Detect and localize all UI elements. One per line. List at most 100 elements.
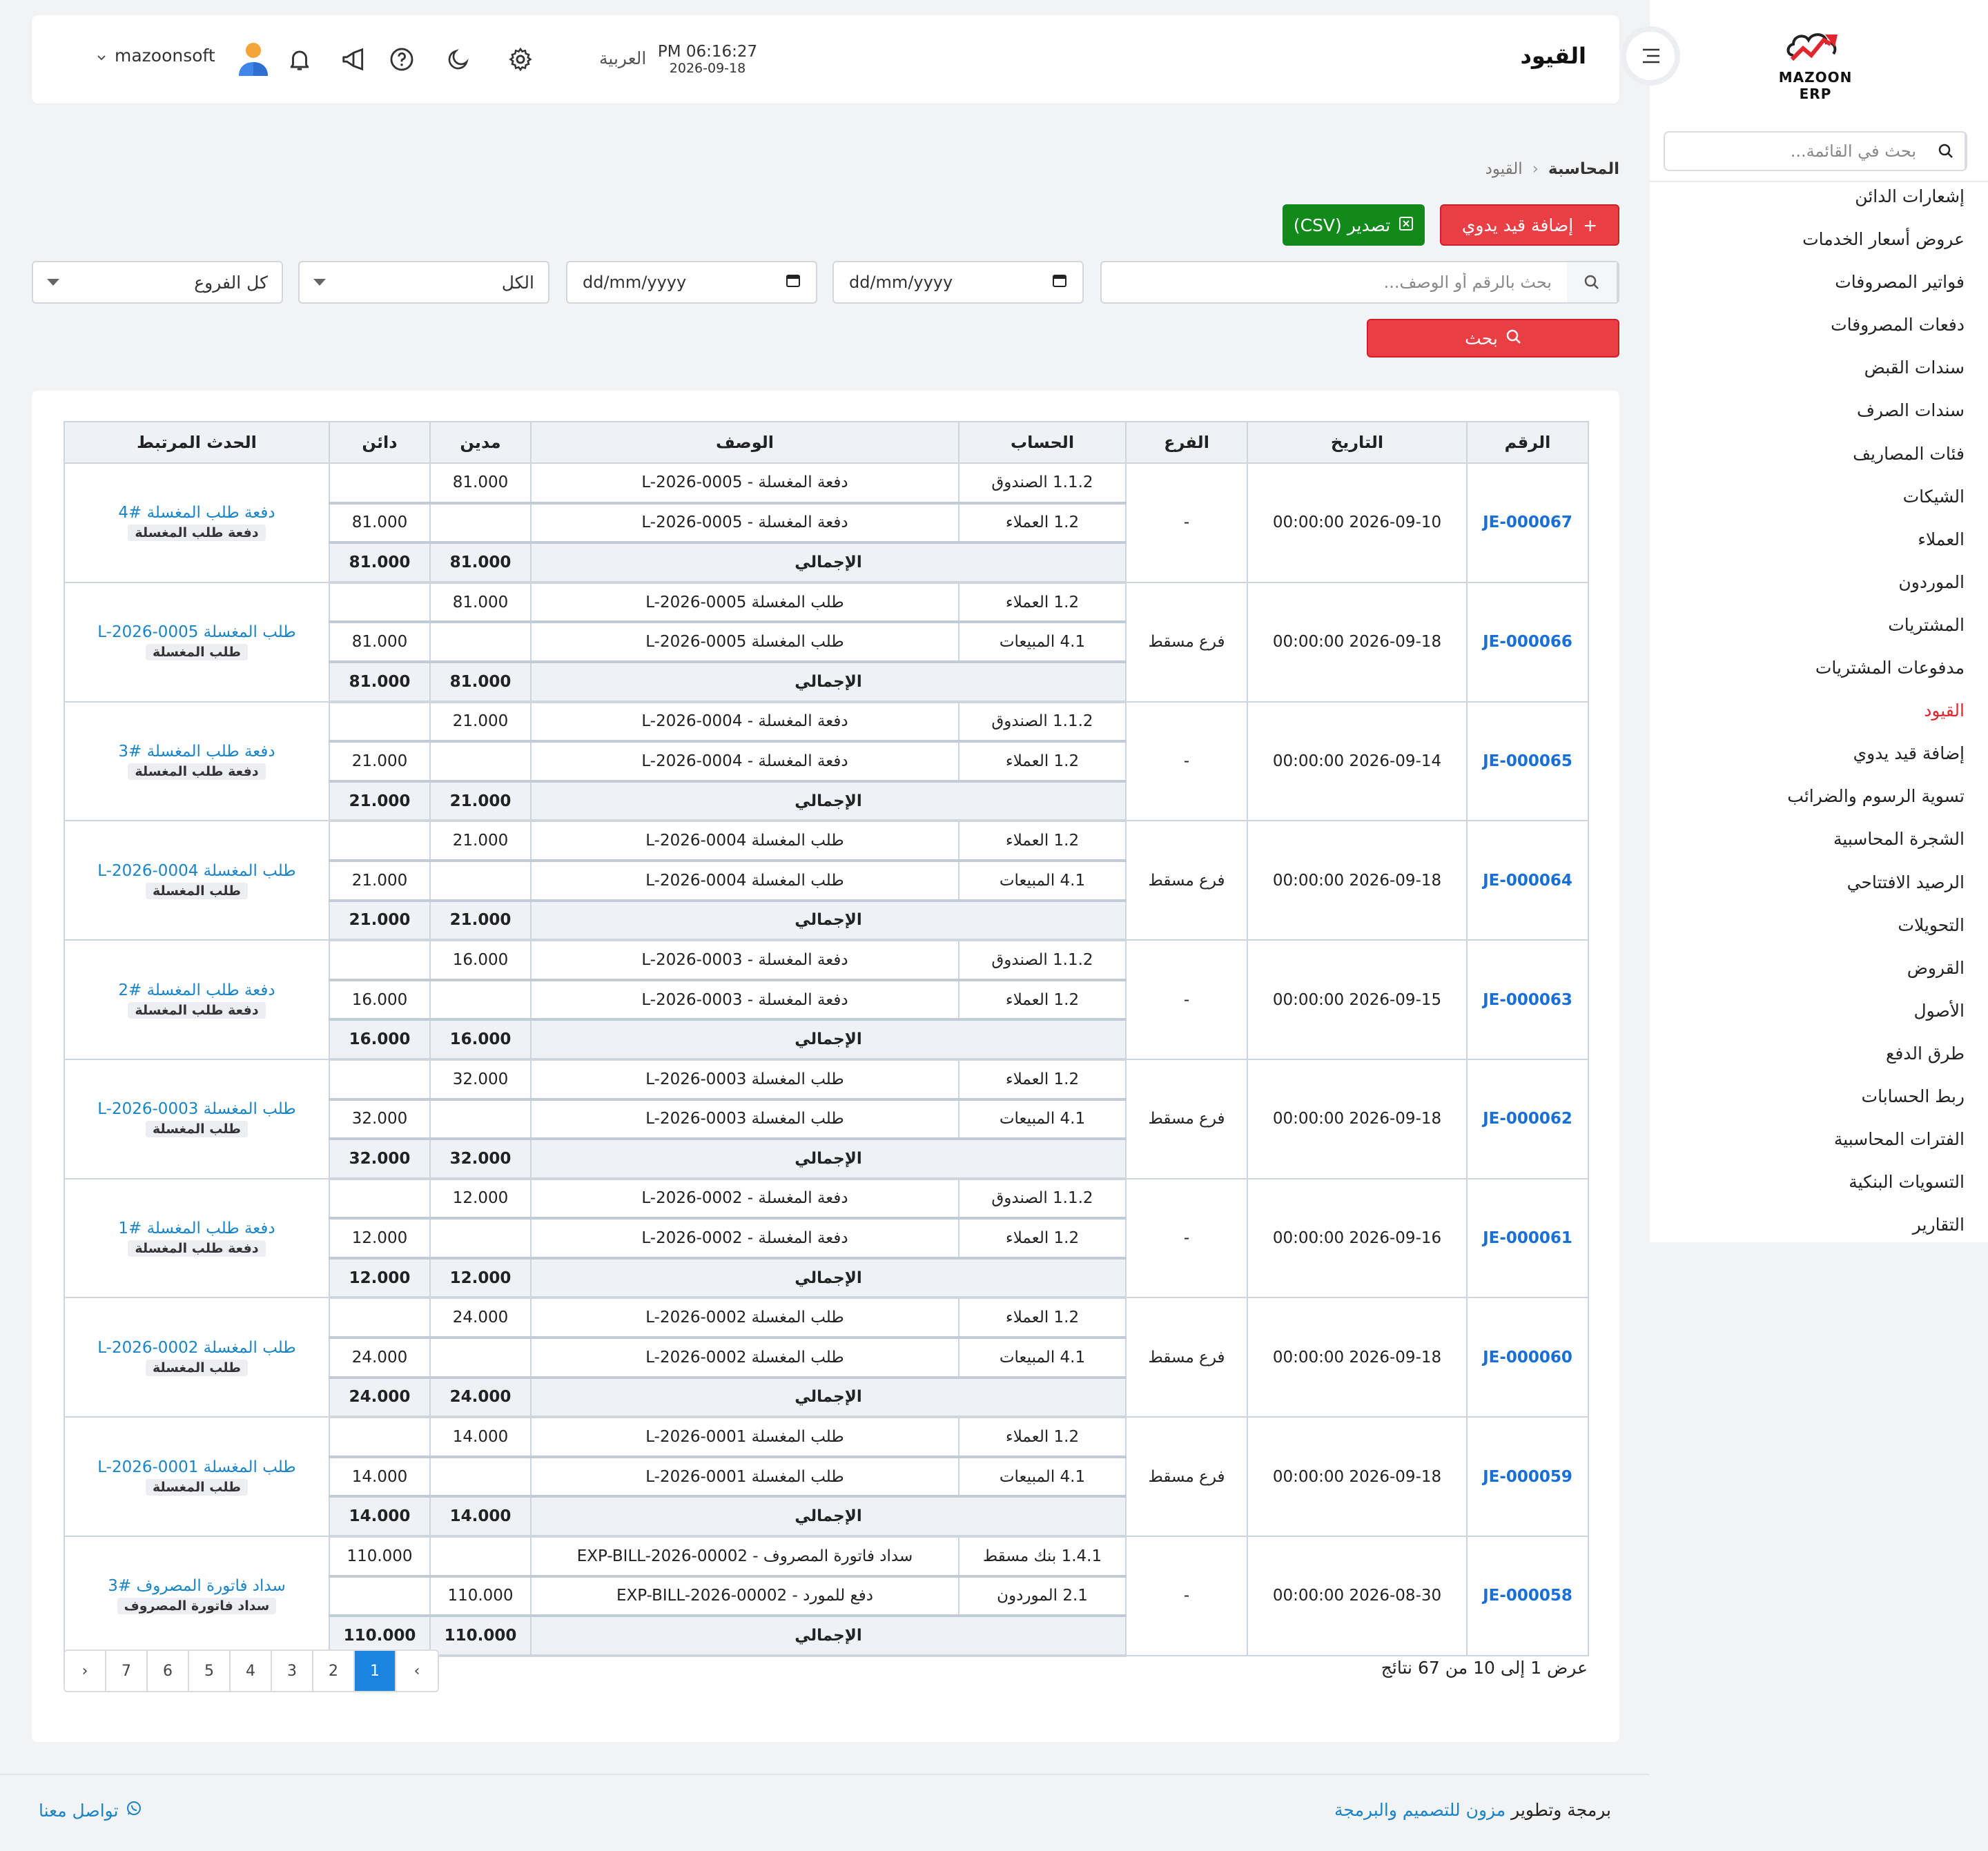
search-icon[interactable] bbox=[1567, 262, 1618, 302]
calendar-icon[interactable] bbox=[786, 273, 801, 292]
sidebar-item[interactable]: المشتريات bbox=[1888, 614, 1965, 635]
pagination-next-button[interactable]: › bbox=[65, 1651, 106, 1691]
entry-number-link[interactable]: JE-000064 bbox=[1466, 820, 1589, 941]
help-icon[interactable] bbox=[387, 44, 417, 75]
search-button[interactable]: بحث bbox=[1367, 319, 1619, 358]
add-manual-entry-button[interactable]: + إضافة قيد يدوي bbox=[1440, 204, 1619, 246]
related-event-badge: دفعة طلب المغسلة bbox=[128, 525, 266, 542]
entry-number-link[interactable]: JE-000065 bbox=[1466, 701, 1589, 822]
sidebar-item[interactable]: إشعارات الدائن bbox=[1855, 186, 1965, 206]
pagination-page-button[interactable]: 4 bbox=[231, 1651, 272, 1691]
sidebar-item[interactable]: سندات القبض bbox=[1864, 358, 1965, 378]
related-event: دفعة طلب المغسلة #1 دفعة طلب المغسلة bbox=[64, 1177, 330, 1299]
related-event-link[interactable]: طلب المغسلة L-2026-0003 bbox=[97, 1100, 296, 1119]
entry-date: 2026-09-14 00:00:00 bbox=[1247, 701, 1468, 822]
sidebar-item[interactable]: الموردون bbox=[1898, 571, 1965, 592]
sidebar-item[interactable]: الشجرة المحاسبية bbox=[1833, 829, 1965, 850]
date-from-field[interactable]: dd/mm/yyyy bbox=[832, 261, 1084, 304]
contact-us-link[interactable]: تواصل معنا bbox=[39, 1800, 142, 1821]
sidebar-toggle-button[interactable] bbox=[1621, 26, 1680, 86]
app-logo[interactable]: MAZOON ERP bbox=[1767, 28, 1864, 102]
sidebar-item[interactable]: الأصول bbox=[1913, 1000, 1965, 1021]
entry-number-link[interactable]: JE-000058 bbox=[1466, 1536, 1589, 1656]
pagination-page-button[interactable]: 7 bbox=[106, 1651, 148, 1691]
table-row: JE-000067 2026-09-10 00:00:00-1.1.2 الصند… bbox=[64, 462, 1589, 583]
entry-number-link[interactable]: JE-000062 bbox=[1466, 1058, 1589, 1179]
settings-gear-icon[interactable] bbox=[505, 44, 536, 75]
sidebar-item[interactable]: فواتير المصروفات bbox=[1835, 272, 1965, 293]
user-avatar[interactable] bbox=[236, 40, 271, 77]
calendar-icon[interactable] bbox=[1052, 273, 1067, 292]
sidebar-search[interactable] bbox=[1664, 131, 1967, 171]
sidebar-item[interactable]: التحويلات bbox=[1898, 914, 1965, 935]
entry-number-link[interactable]: JE-000060 bbox=[1466, 1297, 1589, 1418]
sidebar-item[interactable]: فئات المصاريف bbox=[1853, 443, 1965, 464]
pagination-page-button[interactable]: 3 bbox=[272, 1651, 313, 1691]
entries-search-input[interactable] bbox=[1102, 262, 1567, 302]
entry-total-row: الإجمالي 21.000 21.000 bbox=[64, 780, 1588, 823]
pagination-page-button[interactable]: 6 bbox=[148, 1651, 189, 1691]
sidebar-item[interactable]: التسويات البنكية bbox=[1849, 1172, 1965, 1193]
line-credit: 81.000 bbox=[329, 621, 431, 663]
pagination-page-button[interactable]: 2 bbox=[313, 1651, 355, 1691]
line-description: دفعة المغسلة - L-2026-0005 bbox=[530, 502, 959, 545]
branch-select[interactable]: كل الفروع bbox=[32, 261, 283, 304]
entry-branch: فرع مسقط bbox=[1125, 1058, 1248, 1179]
footer-brand-link[interactable]: مزون للتصميم والبرمجة bbox=[1334, 1800, 1506, 1820]
sidebar-item[interactable]: الرصيد الافتتاحي bbox=[1846, 872, 1965, 892]
sidebar-item[interactable]: تسوية الرسوم والضرائب bbox=[1787, 786, 1965, 807]
sidebar-item[interactable]: ربط الحسابات bbox=[1861, 1086, 1965, 1106]
sidebar-search-input[interactable] bbox=[1665, 133, 1927, 170]
announcement-megaphone-icon[interactable] bbox=[338, 44, 369, 75]
sidebar-item[interactable]: الشيكات bbox=[1902, 486, 1965, 507]
related-event-link[interactable]: دفعة طلب المغسلة #3 bbox=[118, 742, 275, 761]
type-select[interactable]: الكل bbox=[298, 261, 549, 304]
sidebar-item[interactable]: دفعات المصروفات bbox=[1831, 315, 1965, 335]
related-event-link[interactable]: دفعة طلب المغسلة #1 bbox=[118, 1220, 275, 1238]
related-event: دفعة طلب المغسلة #2 دفعة طلب المغسلة bbox=[64, 939, 330, 1060]
entry-number-link[interactable]: JE-000061 bbox=[1466, 1177, 1589, 1299]
entry-number-link[interactable]: JE-000063 bbox=[1466, 939, 1589, 1060]
entry-number-link[interactable]: JE-000059 bbox=[1466, 1416, 1589, 1538]
line-description: طلب المغسلة L-2026-0005 bbox=[530, 621, 959, 663]
entries-search[interactable] bbox=[1100, 261, 1619, 304]
sidebar-item[interactable]: القيود bbox=[1924, 701, 1965, 721]
line-debit bbox=[429, 1456, 532, 1498]
language-switch[interactable]: العربية bbox=[599, 48, 647, 68]
breadcrumb-parent[interactable]: المحاسبة bbox=[1548, 160, 1619, 178]
line-credit: 21.000 bbox=[329, 859, 431, 902]
pagination-prev-button[interactable]: ‹ bbox=[396, 1651, 438, 1691]
related-event-link[interactable]: طلب المغسلة L-2026-0001 bbox=[97, 1458, 296, 1476]
notifications-bell-icon[interactable] bbox=[284, 44, 315, 75]
line-debit: 14.000 bbox=[429, 1416, 532, 1458]
sidebar-item[interactable]: الفترات المحاسبية bbox=[1833, 1129, 1965, 1150]
related-event-link[interactable]: دفعة طلب المغسلة #2 bbox=[118, 981, 275, 999]
entry-number-link[interactable]: JE-000067 bbox=[1466, 462, 1589, 583]
related-event-link[interactable]: طلب المغسلة L-2026-0002 bbox=[97, 1338, 296, 1357]
line-description: طلب المغسلة L-2026-0003 bbox=[530, 1098, 959, 1141]
entry-date: 2026-09-18 00:00:00 bbox=[1247, 1297, 1468, 1418]
pagination-page-button[interactable]: 5 bbox=[189, 1651, 231, 1691]
sidebar-item[interactable]: عروض أسعار الخدمات bbox=[1802, 229, 1965, 250]
pagination-page-button[interactable]: 1 bbox=[355, 1651, 396, 1691]
sidebar-item[interactable]: القروض bbox=[1907, 957, 1965, 978]
entry-number-link[interactable]: JE-000066 bbox=[1466, 581, 1589, 703]
sidebar-item[interactable]: مدفوعات المشتريات bbox=[1815, 658, 1965, 678]
sidebar-item[interactable]: العملاء bbox=[1918, 529, 1965, 549]
date-to-field[interactable]: dd/mm/yyyy bbox=[566, 261, 817, 304]
sidebar-item[interactable]: إضافة قيد يدوي bbox=[1853, 743, 1965, 764]
sidebar-item[interactable]: طرق الدفع bbox=[1886, 1043, 1965, 1064]
related-event-link[interactable]: طلب المغسلة L-2026-0005 bbox=[97, 623, 296, 642]
related-event-link[interactable]: سداد فاتورة المصروف #3 bbox=[108, 1577, 286, 1596]
sidebar-item[interactable]: سندات الصرف bbox=[1857, 400, 1965, 421]
export-csv-button[interactable]: تصدير (CSV) bbox=[1283, 204, 1425, 246]
line-account: 4.1 المبيعات bbox=[958, 1337, 1127, 1379]
related-event-link[interactable]: دفعة طلب المغسلة #4 bbox=[118, 504, 275, 522]
table-row: JE-000063 2026-09-15 00:00:00-1.1.2 الصند… bbox=[64, 939, 1589, 1060]
user-menu[interactable]: mazoonsoft bbox=[97, 46, 215, 66]
search-icon[interactable] bbox=[1927, 133, 1966, 170]
breadcrumb-separator-icon: ‹ bbox=[1532, 160, 1539, 178]
dark-mode-moon-icon[interactable] bbox=[443, 44, 474, 75]
related-event-link[interactable]: طلب المغسلة L-2026-0004 bbox=[97, 861, 296, 880]
sidebar-item[interactable]: التقارير bbox=[1912, 1215, 1965, 1235]
